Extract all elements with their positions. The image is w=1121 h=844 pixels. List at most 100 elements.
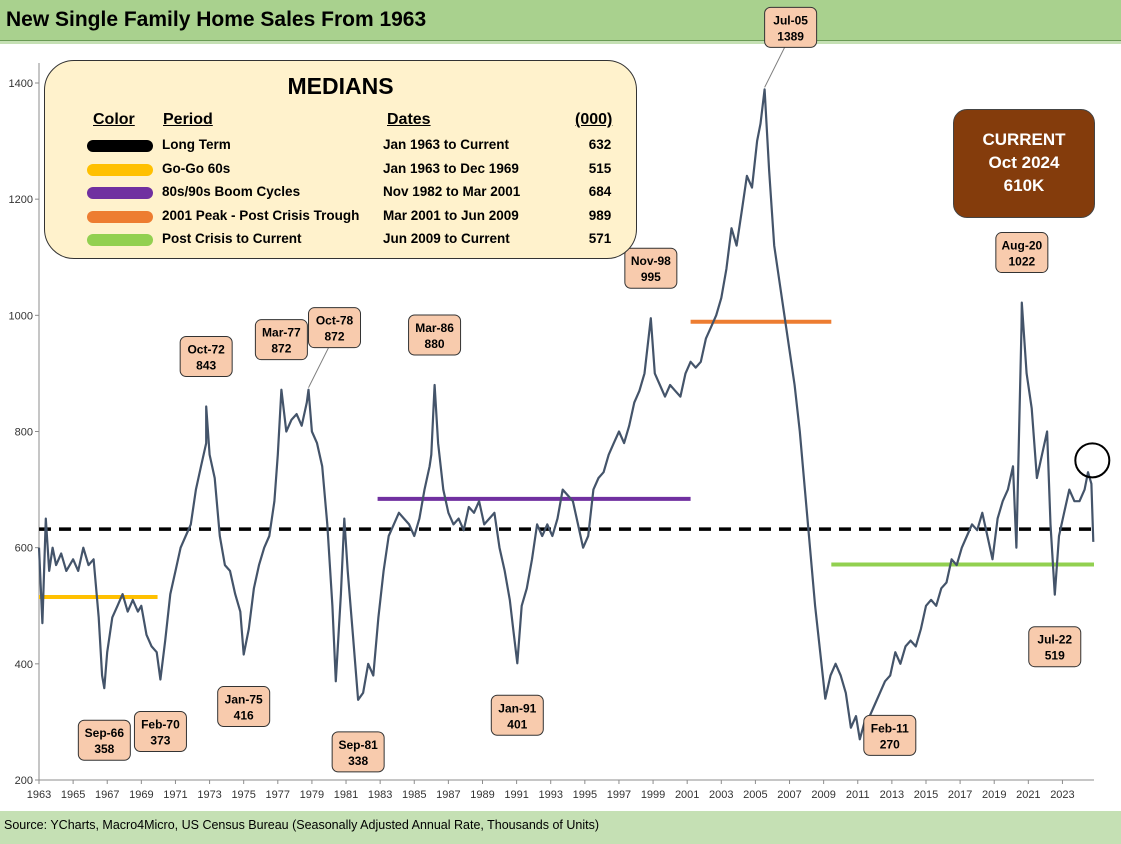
x-tick-label: 2013: [880, 789, 904, 801]
callout-box: [995, 232, 1049, 274]
y-tick-label: 800: [15, 427, 33, 439]
callout-box: [254, 319, 308, 361]
x-tick-label: 1967: [95, 789, 119, 801]
callout-value: 1389: [777, 29, 804, 43]
x-tick-label: 2011: [846, 789, 870, 801]
legend-header-color: Color: [93, 111, 135, 128]
x-tick-label: 1981: [334, 789, 358, 801]
callout: Nov-98 995: [624, 247, 678, 289]
callout-date: Jan-91: [498, 701, 536, 715]
x-tick-label: 2023: [1050, 789, 1074, 801]
x-tick-label: 1965: [61, 789, 85, 801]
y-tick-label: 1200: [9, 194, 33, 206]
legend-period: Long Term: [162, 137, 231, 152]
callout: Oct-78 872: [308, 307, 362, 349]
callout-date: Mar-77: [262, 326, 301, 340]
callout-value: 358: [94, 742, 114, 756]
callout-date: Aug-20: [1002, 239, 1043, 253]
x-tick-label: 2001: [675, 789, 699, 801]
legend-row: Go-Go 60s Jan 1963 to Dec 1969 515: [45, 160, 636, 182]
x-tick-label: 2003: [709, 789, 733, 801]
y-tick-label: 1400: [9, 78, 33, 90]
callout-value: 872: [324, 330, 344, 344]
x-tick-label: 1969: [129, 789, 153, 801]
callout: Oct-72 843: [179, 336, 233, 378]
callout: Mar-77 872: [254, 319, 308, 361]
callout-date: Feb-70: [141, 718, 180, 732]
legend-dates: Mar 2001 to Jun 2009: [383, 207, 519, 223]
current-value-box: CURRENT Oct 2024 610K: [953, 109, 1095, 218]
x-tick-label: 2009: [811, 789, 835, 801]
x-tick-label: 2017: [948, 789, 972, 801]
medians-legend: MEDIANS Color Period Dates (000) Long Te…: [44, 60, 637, 259]
callout-box: [179, 336, 233, 378]
chart-title: New Single Family Home Sales From 1963: [6, 8, 427, 31]
legend-swatch: [87, 163, 153, 176]
callout-date: Sep-81: [338, 738, 378, 752]
callout-leader: [308, 347, 329, 388]
callout-date: Mar-86: [415, 321, 454, 335]
x-tick-label: 2005: [743, 789, 767, 801]
y-tick-label: 600: [15, 543, 33, 555]
y-tick-label: 400: [15, 659, 33, 671]
callout-date: Nov-98: [631, 254, 671, 268]
x-tick-label: 2019: [982, 789, 1006, 801]
x-tick-label: 1963: [27, 789, 51, 801]
y-tick-label: 200: [15, 775, 33, 787]
x-tick-label: 1987: [436, 789, 460, 801]
source-note: Source: YCharts, Macro4Micro, US Census …: [4, 818, 599, 832]
legend-swatch: [87, 210, 153, 223]
x-tick-label: 1997: [607, 789, 631, 801]
legend-dates: Jun 2009 to Current: [383, 231, 510, 246]
x-tick-label: 1979: [300, 789, 324, 801]
legend-swatch: [87, 187, 153, 199]
legend-value: 632: [588, 137, 612, 152]
callout-value: 338: [348, 754, 368, 768]
legend-header-value: (000): [575, 111, 613, 128]
sales-series-line: [37, 88, 1095, 741]
x-tick-label: 1999: [641, 789, 665, 801]
x-tick-label: 1975: [231, 789, 255, 801]
legend-row: Long Term Jan 1963 to Current 632: [45, 136, 636, 158]
x-tick-label: 1993: [538, 789, 562, 801]
callout-value: 373: [150, 734, 170, 748]
callout-date: Jul-05: [773, 13, 808, 27]
x-tick-label: 1985: [402, 789, 426, 801]
callout-box: [624, 247, 678, 289]
legend-title: MEDIANS: [287, 73, 394, 99]
x-tick-label: 1971: [163, 789, 187, 801]
x-tick-label: 1977: [266, 789, 290, 801]
legend-period: Go-Go 60s: [162, 160, 231, 176]
legend-period: 2001 Peak - Post Crisis Trough: [162, 207, 360, 223]
legend-period: Post Crisis to Current: [162, 231, 302, 246]
legend-row: 80s/90s Boom Cycles Nov 1982 to Mar 2001 6…: [45, 183, 636, 205]
y-tick-label: 1000: [9, 310, 33, 322]
callout-box: [331, 731, 385, 773]
legend-dates: Jan 1963 to Current: [383, 137, 510, 152]
legend-swatch: [87, 234, 153, 246]
legend-header-period: Period: [163, 111, 213, 128]
callout-box: [77, 719, 131, 761]
callout-box: [863, 714, 917, 756]
current-highlight-circle: [1074, 442, 1111, 479]
callout-date: Sep-66: [85, 726, 125, 740]
callout: Sep-66 358: [77, 719, 131, 761]
callout-box: [408, 314, 462, 356]
legend-value: 989: [588, 207, 612, 223]
x-tick-label: 2007: [777, 789, 801, 801]
x-tick-label: 1973: [197, 789, 221, 801]
x-tick-label: 1995: [573, 789, 597, 801]
callout: Feb-70 373: [133, 711, 187, 753]
callout-value: 1022: [1008, 255, 1035, 269]
legend-value: 515: [588, 160, 612, 176]
callout: Aug-20 1022: [995, 232, 1049, 274]
callout-box: [217, 686, 271, 728]
callout: Mar-86 880: [408, 314, 462, 356]
callout: Jan-91 401: [490, 694, 544, 736]
legend-header-dates: Dates: [387, 111, 431, 128]
callout-value: 416: [234, 709, 254, 723]
callout-date: Oct-72: [187, 343, 225, 357]
current-value: 610K: [1003, 176, 1045, 195]
callout-value: 270: [880, 737, 900, 751]
